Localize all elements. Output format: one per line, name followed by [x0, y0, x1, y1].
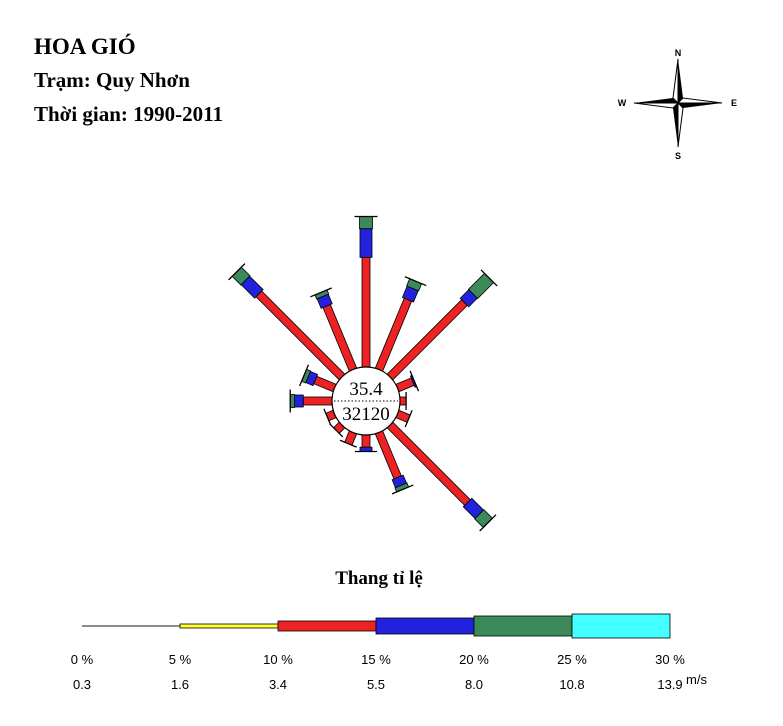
scale-labels: 0 % 0.3 5 % 1.6 10 % 3.4 15 % 5.5 20 % 8.0 25 % 10.… [71, 652, 685, 692]
cap-nw [228, 263, 246, 281]
chart-header: HOA GIÓ Trạm: Quy Nhơn Thời gian: 1990-2… [34, 33, 223, 126]
cap-ese [404, 410, 413, 428]
segment-se-class-2 [386, 421, 471, 506]
direction-nnw [310, 287, 358, 372]
segment-n-class-4 [359, 216, 373, 230]
station-label: Trạm: Quy Nhơn [34, 68, 190, 92]
segment-s-class-2 [361, 434, 371, 448]
calm-percent: 35.4 [349, 379, 383, 400]
direction-w [289, 389, 333, 413]
compass-north-label: N [675, 48, 682, 58]
cap-sw [329, 423, 344, 438]
scale-percent-label: 20 % [459, 652, 489, 667]
compass-south-label: S [675, 151, 681, 161]
chart-title: HOA GIÓ [34, 33, 136, 59]
scale-class-3 [375, 617, 475, 635]
segment-n-class-2 [361, 256, 371, 368]
segment-w-class-4 [289, 394, 295, 408]
cap-wnw [299, 364, 310, 387]
scale-speed-label: 10.8 [559, 677, 584, 692]
scale-class-2 [277, 620, 377, 632]
direction-s [355, 434, 377, 453]
scale-percent-label: 0 % [71, 652, 94, 667]
cap-se [479, 514, 497, 532]
direction-n [354, 215, 378, 368]
scale-unit-label: m/s [686, 672, 707, 687]
segment-n-class-3 [359, 228, 373, 258]
scale-bar [82, 613, 671, 639]
wind-rose-plot [228, 215, 498, 532]
scale-speed-label: 3.4 [269, 677, 287, 692]
cap-sse [391, 484, 414, 495]
scale-percent-label: 10 % [263, 652, 293, 667]
cap-nnw [310, 287, 332, 298]
cap-ssw [339, 439, 357, 448]
compass-rose-icon: N S E W [618, 48, 737, 161]
scale-class-5 [571, 613, 671, 639]
scale-title: Thang tỉ lệ [335, 568, 423, 589]
scale-speed-label: 8.0 [465, 677, 483, 692]
segment-s-class-3 [359, 446, 373, 452]
scale-percent-label: 5 % [169, 652, 192, 667]
segment-w-class-2 [302, 396, 333, 406]
direction-wnw [299, 364, 337, 393]
scale-speed-label: 5.5 [367, 677, 385, 692]
compass-east-label: E [731, 98, 737, 108]
scale-percent-label: 25 % [557, 652, 587, 667]
direction-ene [395, 370, 420, 393]
direction-nne [374, 276, 427, 372]
cap-nne [404, 276, 427, 287]
direction-se [386, 421, 497, 532]
scale-speed-label: 0.3 [73, 677, 91, 692]
rose-center: 35.4 32120 [331, 366, 401, 436]
scale-speed-label: 13.9 [657, 677, 682, 692]
scale-class-4 [473, 615, 573, 637]
scale-percent-label: 30 % [655, 652, 685, 667]
direction-e [399, 392, 407, 410]
direction-ne [386, 269, 498, 381]
cap-ene [409, 370, 420, 392]
scale-class-1 [179, 623, 279, 629]
observation-count: 32120 [342, 404, 390, 425]
direction-sse [374, 430, 414, 495]
scale-percent-label: 15 % [361, 652, 391, 667]
segment-e-class-2 [399, 396, 407, 406]
scale-speed-label: 1.6 [171, 677, 189, 692]
direction-ssw [339, 430, 358, 448]
period-label: Thời gian: 1990-2011 [34, 102, 223, 126]
cap-wsw [323, 408, 332, 426]
direction-nw [228, 263, 346, 381]
cap-ne [480, 269, 498, 287]
segment-w-class-3 [294, 394, 304, 408]
segment-wnw-class-2 [313, 375, 337, 393]
compass-west-label: W [618, 98, 627, 108]
